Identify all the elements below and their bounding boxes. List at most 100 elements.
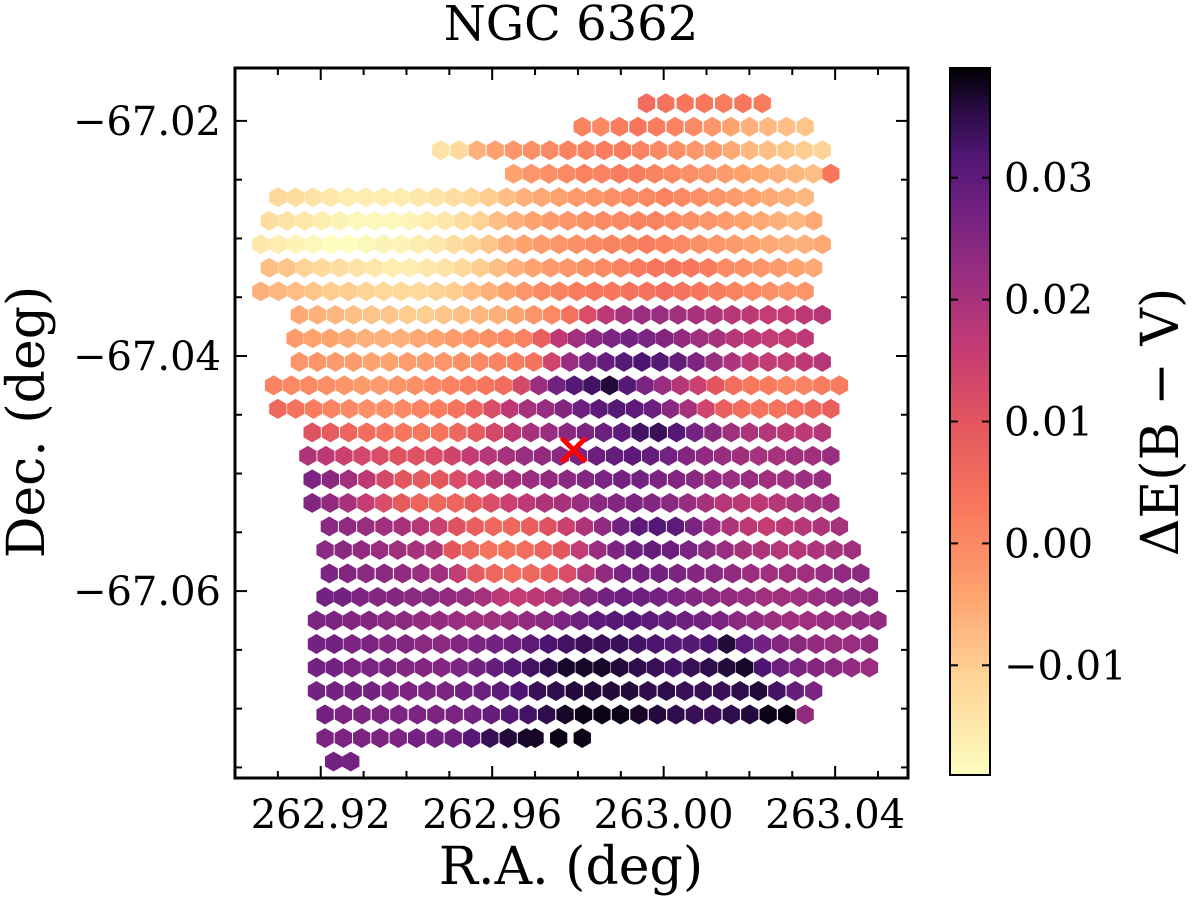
hexbin-cell bbox=[391, 328, 410, 349]
hexbin-cell bbox=[401, 210, 419, 231]
hexbin-cell bbox=[304, 281, 322, 302]
hexbin-cell bbox=[522, 163, 540, 184]
hexbin-cell bbox=[411, 516, 429, 537]
hexbin-cell bbox=[777, 351, 795, 372]
hexbin-cell bbox=[453, 210, 472, 231]
hexbin-cell bbox=[498, 540, 516, 560]
hexbin-cell bbox=[426, 728, 444, 748]
hexbin-cell bbox=[787, 163, 805, 184]
hexbin-cell bbox=[687, 563, 705, 584]
hexbin-cell bbox=[702, 587, 720, 607]
hexbin-cell bbox=[497, 281, 516, 302]
hexbin-cell bbox=[777, 422, 795, 443]
hexbin-cell bbox=[383, 257, 401, 278]
hexbin-cell bbox=[394, 422, 412, 443]
hexbin-cell bbox=[502, 516, 521, 537]
hexbin-cell bbox=[522, 563, 540, 584]
hexbin-cell bbox=[698, 163, 717, 184]
hexbin-cell bbox=[595, 469, 613, 490]
hexbin-cell bbox=[771, 634, 789, 654]
hexbin-cell bbox=[593, 657, 611, 678]
hexbin-cell bbox=[724, 375, 742, 396]
hexbin-cell bbox=[651, 351, 669, 372]
hexbin-cell bbox=[530, 375, 548, 396]
hexbin-cell bbox=[313, 257, 331, 278]
hexbin-cell bbox=[668, 140, 686, 161]
hexbin-cell bbox=[446, 493, 464, 513]
hexbin-cell bbox=[436, 681, 454, 701]
hexbin-cell bbox=[406, 375, 424, 396]
hexbin-cell bbox=[456, 587, 475, 607]
hexbin-cell bbox=[718, 634, 736, 654]
hexbin-cell bbox=[485, 469, 503, 490]
hexbin-cell bbox=[625, 493, 643, 513]
hexbin-cell bbox=[322, 234, 340, 255]
hexbin-cell bbox=[295, 210, 314, 231]
hexbin-cell bbox=[611, 634, 629, 654]
hexbin-cell bbox=[497, 445, 515, 466]
hexbin-cell bbox=[398, 351, 417, 372]
hexbin-cell bbox=[575, 657, 593, 678]
hexbin-cell bbox=[374, 328, 392, 349]
hexbin-cell bbox=[761, 234, 779, 255]
hexbin-cell bbox=[444, 328, 462, 349]
hexbin-cell bbox=[398, 304, 417, 325]
hexbin-cell bbox=[362, 304, 381, 325]
hexbin-cell bbox=[269, 234, 287, 255]
hexbin-cell bbox=[550, 281, 568, 302]
hexbin-cell bbox=[325, 657, 343, 678]
hexbin-cell bbox=[722, 469, 740, 490]
hexbin-cell bbox=[743, 187, 761, 208]
hexbin-cell bbox=[397, 634, 415, 654]
hexbin-cell bbox=[300, 375, 318, 396]
hexbin-cell bbox=[536, 398, 555, 419]
hexbin-cell bbox=[631, 469, 649, 490]
hexbin-cell bbox=[307, 634, 326, 654]
hexbin-cell bbox=[388, 375, 406, 396]
hexbin-cell bbox=[492, 587, 510, 607]
hexbin-cell bbox=[587, 445, 605, 466]
hexbin-cell bbox=[431, 469, 449, 490]
hexbin-cell bbox=[318, 375, 336, 396]
hexbin-cell bbox=[518, 610, 536, 631]
hexbin-cell bbox=[704, 469, 722, 490]
hexbin-cell bbox=[399, 681, 418, 701]
hexbin-cell bbox=[778, 704, 796, 725]
hexbin-cell bbox=[526, 728, 544, 748]
hexbin-cell bbox=[579, 304, 597, 325]
hexbin-cell bbox=[753, 93, 771, 114]
hexbin-cell bbox=[623, 445, 642, 466]
hexbin-cell bbox=[860, 587, 879, 607]
hexbin-cell bbox=[430, 516, 448, 537]
hexbin-cell bbox=[543, 351, 561, 372]
hexbin-cell bbox=[804, 493, 822, 513]
hexbin-cell bbox=[638, 281, 656, 302]
hexbin-cell bbox=[647, 116, 666, 137]
hexbin-cell bbox=[290, 304, 308, 325]
hexbin-cell bbox=[629, 116, 647, 137]
hexbin-cell bbox=[509, 587, 527, 607]
hexbin-cell bbox=[411, 398, 430, 419]
hexbin-cell bbox=[504, 634, 522, 654]
hexbin-cell bbox=[643, 493, 661, 513]
hexbin-cell bbox=[646, 657, 664, 678]
hexbin-cell bbox=[492, 681, 510, 701]
hexbin-cell bbox=[503, 422, 522, 443]
hexbin-cell bbox=[389, 728, 407, 748]
hexbin-cell bbox=[339, 328, 357, 349]
hexbin-cell bbox=[573, 116, 591, 137]
hexbin-cell bbox=[307, 681, 326, 701]
hexbin-cell bbox=[759, 422, 777, 443]
hexbin-cell bbox=[655, 328, 673, 349]
hexbin-cell bbox=[353, 704, 371, 725]
hexbin-cell bbox=[455, 681, 473, 701]
hexbin-cell bbox=[594, 210, 612, 231]
hexbin-cell bbox=[682, 257, 700, 278]
hexbin-cell bbox=[561, 304, 579, 325]
hexbin-cell bbox=[698, 540, 716, 560]
hexbin-cell bbox=[721, 516, 739, 537]
hexbin-cell bbox=[759, 351, 777, 372]
hexbin-cell bbox=[404, 587, 422, 607]
hexbin-cell bbox=[518, 493, 536, 513]
hexbin-cell bbox=[371, 375, 389, 396]
